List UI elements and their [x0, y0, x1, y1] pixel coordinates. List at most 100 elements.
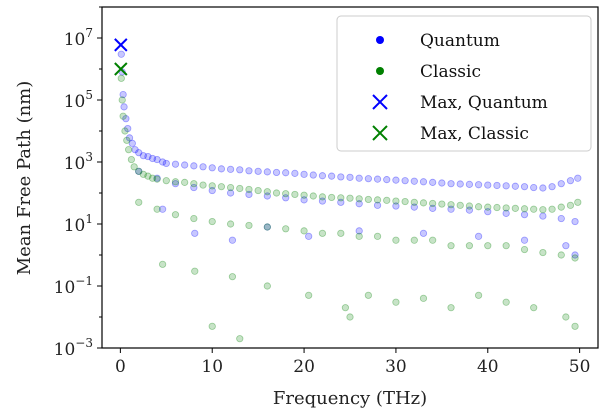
classic-point [355, 232, 363, 240]
classic-point [447, 242, 455, 250]
quantum-point [272, 168, 281, 177]
classic-point [300, 191, 308, 199]
classic-point [337, 229, 345, 237]
classic-point [383, 196, 391, 204]
classic-point [245, 185, 253, 194]
classic-point [162, 177, 170, 185]
classic-point [465, 202, 474, 210]
quantum-point [530, 183, 538, 192]
quantum-point [245, 167, 253, 175]
quantum-point [410, 203, 418, 211]
legend-label-quantum: Quantum [420, 31, 500, 51]
classic-point [118, 96, 126, 104]
quantum-point [456, 180, 464, 188]
quantum-point [171, 160, 180, 168]
quantum-point [557, 214, 565, 223]
quantum-point [254, 167, 262, 175]
quantum-point [128, 139, 136, 147]
legend-marker-max-classic [372, 125, 388, 141]
classic-point [465, 242, 474, 250]
quantum-point [337, 198, 345, 206]
quantum-point [574, 174, 582, 182]
x-tick-label: 20 [293, 357, 315, 377]
quantum-point [305, 232, 313, 240]
classic-point [245, 221, 253, 230]
quantum-point [571, 251, 579, 259]
classic-point [484, 203, 492, 211]
classic-point [502, 298, 510, 306]
quantum-point [328, 172, 336, 180]
legend-marker-quantum [376, 36, 384, 44]
classic-point [392, 298, 400, 306]
quantum-point [318, 172, 327, 180]
legend-box [336, 15, 592, 152]
classic-point [557, 251, 565, 259]
quantum-point [419, 229, 428, 237]
quantum-point [447, 205, 455, 213]
classic-point [208, 322, 216, 330]
quantum-point [120, 103, 128, 111]
classic-point [438, 200, 446, 208]
classic-point [236, 184, 244, 193]
quantum-point [208, 186, 216, 195]
classic-point [493, 203, 501, 212]
quantum-point [539, 184, 547, 192]
classic-point [159, 260, 167, 268]
quantum-point [465, 206, 474, 214]
quantum-point [566, 177, 575, 185]
classic-point [135, 198, 143, 206]
classic-point [392, 236, 400, 244]
quantum-point [309, 171, 317, 179]
classic-point [571, 322, 579, 330]
x-tick-label: 50 [569, 357, 591, 377]
classic-point [419, 294, 428, 302]
classic-point [502, 204, 510, 212]
x-tick-label: 40 [477, 357, 499, 377]
y-tick-label: 10−3 [54, 336, 93, 360]
quantum-point [282, 169, 290, 177]
classic-point [217, 183, 226, 191]
classic-point [574, 198, 582, 206]
quantum-point [135, 149, 143, 157]
quantum-point [502, 209, 510, 217]
x-tick-label: 30 [385, 357, 407, 377]
classic-point [191, 267, 199, 275]
classic-point [291, 190, 299, 199]
quantum-point [419, 178, 428, 186]
quantum-point [438, 179, 446, 187]
classic-point [153, 175, 161, 183]
quantum-point [190, 162, 198, 170]
max-quantum-marker [114, 38, 128, 52]
classic-point [148, 174, 157, 182]
quantum-point [520, 183, 529, 191]
classic-point [282, 190, 290, 198]
classic-point [254, 186, 262, 195]
classic-point [171, 178, 180, 186]
y-tick-label: 103 [64, 150, 93, 174]
classic-point [181, 178, 189, 186]
quantum-point [263, 192, 271, 200]
classic-point [410, 236, 418, 244]
classic-point [208, 217, 216, 226]
classic-point [139, 170, 147, 178]
quantum-point [557, 180, 565, 188]
classic-point [502, 242, 510, 250]
quantum-point [208, 164, 216, 172]
quantum-point [124, 124, 132, 133]
classic-point [562, 313, 570, 321]
classic-point [530, 304, 538, 312]
quantum-point [245, 190, 253, 199]
classic-point [190, 180, 198, 188]
quantum-point [199, 163, 207, 171]
quantum-point [190, 183, 198, 192]
classic-point [226, 183, 235, 192]
legend-label-max-classic: Max, Classic [420, 124, 529, 144]
classic-point [548, 205, 556, 213]
x-tick-label: 10 [201, 357, 223, 377]
legend-label-max-quantum: Max, Quantum [420, 93, 548, 113]
classic-point [557, 203, 565, 211]
classic-point [282, 225, 290, 233]
classic-point [117, 74, 125, 82]
classic-point [474, 203, 483, 211]
quantum-point [159, 205, 167, 213]
